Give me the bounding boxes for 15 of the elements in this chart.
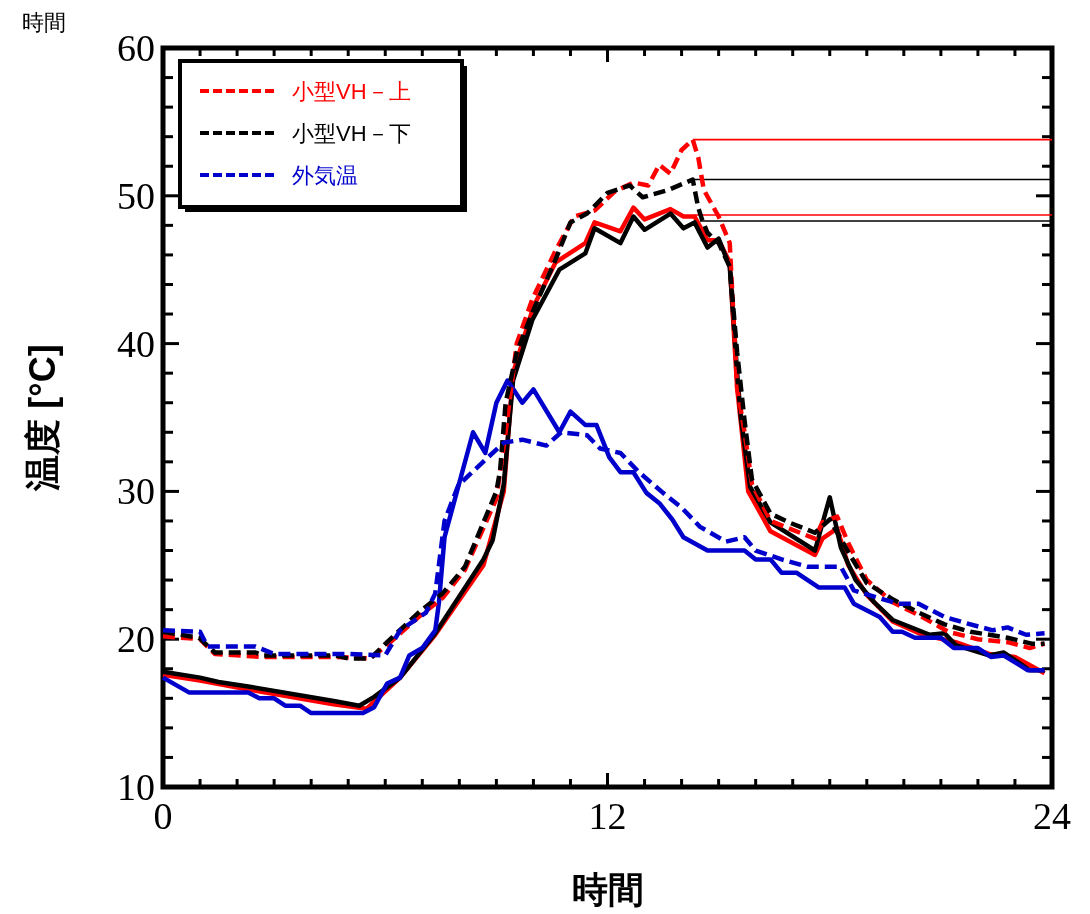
y-axis-title: 温度 [°C] (22, 344, 63, 492)
y-tick-label: 30 (117, 470, 155, 513)
y-tick-label: 50 (117, 174, 155, 217)
x-axis-title: 時間 (571, 869, 644, 910)
x-tick-label: 0 (153, 795, 173, 837)
text: 時間 (22, 10, 66, 35)
y-tick-label: 20 (117, 618, 155, 661)
legend-label: 外気温 (292, 163, 358, 188)
y-tick-label: 40 (117, 322, 155, 365)
legend-label: 小型VH－下 (292, 121, 411, 146)
legend-label: 小型VH－上 (292, 79, 411, 104)
x-tick-label: 12 (588, 795, 627, 837)
x-tick-label: 24 (1033, 795, 1071, 837)
y-tick-label: 10 (117, 766, 155, 808)
y-tick-label: 60 (117, 27, 155, 69)
